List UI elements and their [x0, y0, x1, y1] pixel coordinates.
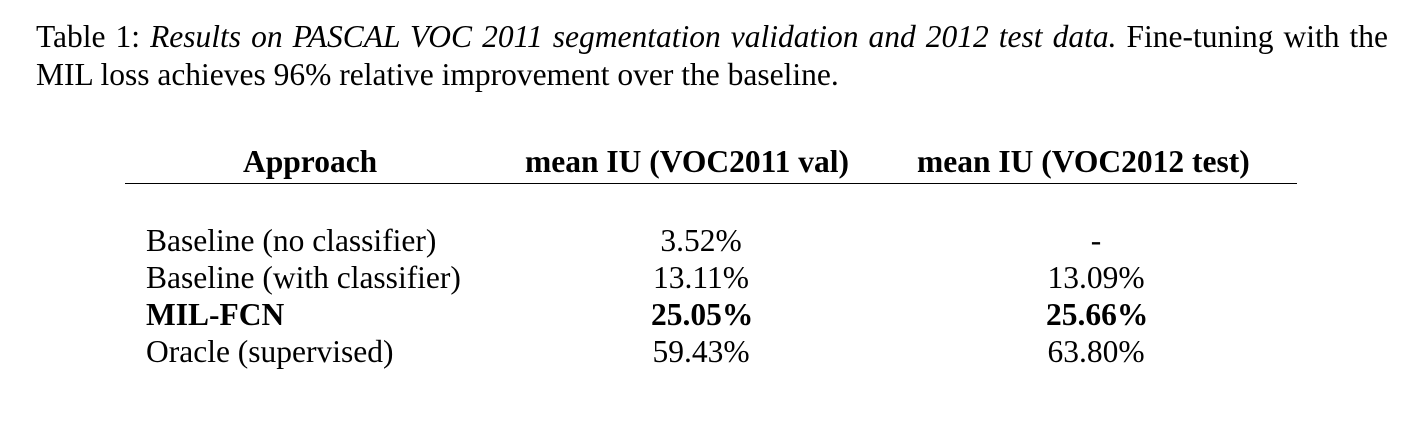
table-row: Baseline (no classifier) 3.52% - — [125, 222, 1297, 259]
cell-voc2011-val: 13.11% — [653, 260, 749, 295]
caption-body: Fine-tuning with the MIL loss achieves 9… — [36, 19, 1389, 92]
cell-approach: Oracle (supervised) — [146, 334, 394, 369]
cell-voc2012-test: 63.80% — [1047, 334, 1145, 369]
table-row: MIL-FCN 25.05% 25.66% — [125, 296, 1297, 333]
cell-voc2011-val: 3.52% — [660, 223, 742, 258]
header-rule — [125, 183, 1297, 184]
table-header-row: Approach mean IU (VOC2011 val) mean IU (… — [125, 140, 1297, 184]
caption-title: Results on PASCAL VOC 2011 segmentation … — [150, 19, 1117, 54]
results-table: Approach mean IU (VOC2011 val) mean IU (… — [125, 140, 1297, 369]
header-voc2011-val: mean IU (VOC2011 val) — [525, 144, 849, 179]
table-row: Oracle (supervised) 59.43% 63.80% — [125, 333, 1297, 370]
cell-approach: MIL-FCN — [146, 297, 285, 332]
cell-voc2011-val: 59.43% — [652, 334, 750, 369]
table-row: Baseline (with classifier) 13.11% 13.09% — [125, 259, 1297, 296]
cell-voc2012-test: - — [1090, 223, 1102, 258]
header-approach: Approach — [243, 144, 378, 179]
table-body: Baseline (no classifier) 3.52% - Baselin… — [125, 222, 1297, 370]
caption-label: Table 1: — [36, 19, 141, 54]
cell-voc2011-val: 25.05% — [651, 297, 754, 332]
cell-approach: Baseline (with classifier) — [146, 260, 461, 295]
cell-approach: Baseline (no classifier) — [146, 223, 437, 258]
cell-voc2012-test: 25.66% — [1046, 297, 1149, 332]
header-voc2012-test: mean IU (VOC2012 test) — [917, 144, 1250, 179]
cell-voc2012-test: 13.09% — [1047, 260, 1145, 295]
table-caption: Table 1: Results on PASCAL VOC 2011 segm… — [36, 18, 1388, 94]
